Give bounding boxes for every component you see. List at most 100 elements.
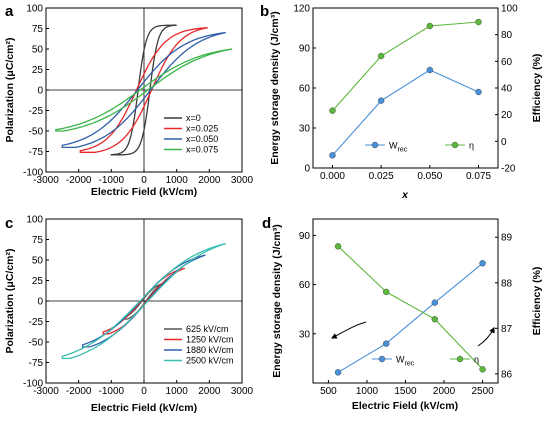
x-tick-label: 1000	[356, 386, 379, 397]
legend-label: η	[474, 355, 479, 365]
data-point	[377, 52, 385, 60]
panel-label-d: d	[262, 215, 271, 232]
legend-label: x=0.025	[186, 124, 218, 134]
x-tick-label: 3000	[231, 386, 254, 397]
legend-label: Wrec	[389, 141, 408, 154]
x-tick-label: -1000	[99, 386, 125, 397]
x-tick-label: 3000	[231, 175, 254, 186]
x-tick-label: 0	[141, 386, 147, 397]
x-tick-label: 0	[141, 175, 147, 186]
data-point	[383, 340, 390, 347]
legend-label: x=0	[186, 113, 201, 123]
x-tick-label: -3000	[33, 386, 59, 397]
x-tick-label: 2500	[471, 386, 494, 397]
series-loop-3	[55, 48, 233, 132]
y-tick-label: 75	[32, 235, 44, 246]
data-point	[334, 369, 342, 376]
data-point	[329, 107, 336, 114]
x-tick-label: 1500	[394, 386, 417, 397]
y-tick-label: 50	[32, 45, 44, 56]
legend-label: 1880 kV/cm	[186, 345, 234, 355]
legend-label: 2500 kV/cm	[186, 356, 234, 366]
panel-c-chart: -3000 -2000 -1000 0 1000 2000 3000-100-75-50-2…	[4, 215, 254, 415]
legend-label: x=0.050	[186, 134, 218, 144]
legend-label: η	[469, 141, 474, 151]
y-right-tick-label: 40	[501, 84, 513, 95]
data-point	[479, 260, 486, 267]
data-point	[426, 22, 434, 30]
x-tick-label: 0.050	[417, 171, 442, 182]
x-tick-label: 2000	[198, 386, 221, 397]
series-loop-1	[79, 27, 208, 153]
y-tick-label: 25	[32, 276, 44, 287]
data-point	[475, 88, 482, 96]
panel-d-xlabel: Electric Field (kV/cm)	[352, 400, 458, 412]
x-tick-label: 2000	[433, 386, 456, 397]
x-tick-label: -2000	[66, 175, 92, 186]
y-tick-label: 90	[299, 231, 311, 242]
y-tick-label: 75	[32, 24, 44, 35]
y-tick-label: 100	[26, 4, 43, 15]
panel-a-ylabel: Polarization (μC/cm²)	[4, 37, 16, 142]
series-line-0	[337, 262, 483, 373]
y-right-tick-label: 100	[501, 4, 518, 15]
y-tick-label: 90	[299, 44, 311, 55]
panel-d-frame	[312, 218, 499, 384]
x-tick-label: -1000	[99, 175, 125, 186]
y-tick-label: 25	[32, 65, 44, 76]
y-tick-label: -75	[29, 358, 44, 369]
y-tick-label: 60	[299, 280, 311, 291]
series-line-1	[332, 21, 479, 112]
panel-label-a: a	[5, 3, 14, 20]
y-tick-label: -100	[23, 379, 43, 390]
series-loop-2	[61, 31, 226, 149]
y-tick-label: 30	[299, 124, 311, 135]
legend-marker	[378, 355, 386, 363]
x-tick-label: 0.025	[369, 171, 394, 182]
legend-label: Wrec	[396, 355, 415, 368]
data-point	[475, 18, 482, 26]
legend-marker	[456, 355, 464, 363]
left-axis-arrow	[330, 321, 367, 339]
right-axis-arrow	[477, 326, 495, 347]
panel-b-ylabel: Energy storage density (J/cm³)	[269, 11, 281, 164]
y-tick-label: 60	[299, 84, 311, 95]
series-line-0	[332, 69, 479, 156]
x-tick-label: -2000	[66, 386, 92, 397]
y-tick-label: -50	[29, 127, 44, 138]
y-right-tick-label: -20	[501, 164, 516, 175]
data-point	[431, 316, 438, 323]
y-right-tick-label: 20	[501, 110, 513, 121]
y-tick-label: -25	[29, 106, 44, 117]
legend-label: x=0.075	[186, 145, 218, 155]
y-tick-label: 100	[26, 215, 43, 226]
panel-label-c: c	[5, 215, 13, 232]
x-tick-label: 1000	[166, 175, 189, 186]
data-point	[431, 299, 438, 306]
panel-d-ylabel-right: Efficiency (%)	[531, 267, 543, 336]
panel-c-ylabel: Polarization (μC/cm²)	[4, 248, 16, 353]
panel-a-xlabel: Electric Field (kV/cm)	[91, 186, 197, 198]
y-tick-label: 50	[32, 256, 44, 267]
x-tick-label: -3000	[33, 175, 59, 186]
series-line-1	[337, 245, 483, 370]
y-right-tick-label: 80	[501, 30, 513, 41]
y-tick-label: -50	[29, 338, 44, 349]
x-tick-label: 0.000	[320, 171, 345, 182]
series-loop-3	[61, 242, 226, 360]
y-tick-label: 120	[293, 4, 310, 15]
y-tick-label: 30	[299, 329, 311, 340]
y-tick-label: 0	[304, 164, 310, 175]
data-point	[334, 243, 342, 250]
panel-d-ylabel: Energy storage density (J/cm³)	[271, 224, 283, 377]
y-tick-label: -75	[29, 147, 44, 158]
panel-b-chart: 0.000 0.025 0.050 0.075 0 30 60 90 120 -20 0 20 40 60…	[269, 4, 543, 202]
data-point	[426, 66, 434, 74]
data-point	[479, 366, 486, 373]
panel-a-chart: -3000 -2000 -1000 0 1000 2000 3000-100-75-50-2…	[4, 4, 254, 199]
panel-label-b: b	[260, 3, 269, 20]
y-tick-label: -100	[23, 168, 43, 179]
y-tick-label: -25	[29, 317, 44, 328]
